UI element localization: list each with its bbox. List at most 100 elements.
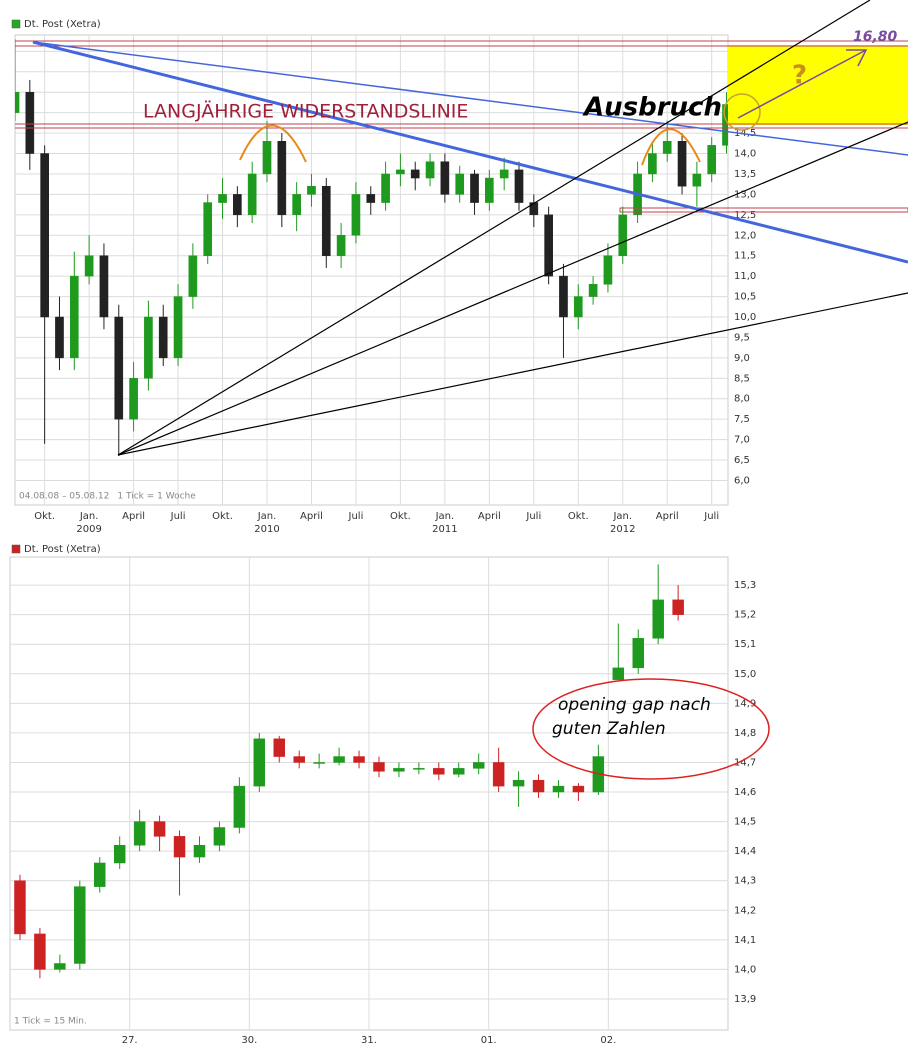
candle-body (410, 169, 420, 179)
candle-body (114, 316, 124, 420)
x-tick-label: Okt. (568, 511, 589, 522)
x-tick-label: Okt. (390, 511, 411, 522)
annotation: ? (792, 61, 807, 91)
candle-body (313, 762, 325, 764)
candle-body (472, 762, 485, 769)
candles (15, 39, 728, 456)
candle-body (353, 756, 365, 763)
target-zone (728, 45, 908, 125)
top-arcs (239, 124, 701, 166)
date-range: 04.08.08 – 05.08.12 (19, 492, 109, 502)
resistance-bands (15, 40, 908, 213)
annotation: Ausbruch (582, 93, 722, 123)
candle-body (25, 91, 35, 154)
y-tick-label: 15,1 (734, 639, 756, 650)
candle-body (514, 169, 524, 203)
x-year-label: 2012 (610, 524, 635, 535)
annotation: 16,80 (853, 29, 898, 45)
y-tick-label: 14,5 (734, 817, 756, 828)
candle-body (603, 255, 613, 285)
x-tick-label: Okt. (212, 511, 233, 522)
y-tick-label: 14,0 (734, 149, 756, 160)
candle-body (612, 667, 625, 680)
trend-line (32, 40, 908, 264)
candle-body (34, 933, 46, 970)
annotation: opening gap nach (558, 695, 711, 715)
y-tick-label: 14,2 (734, 905, 756, 916)
y-tick-label: 14,8 (734, 728, 756, 739)
candle-body (133, 821, 146, 846)
y-tick-label: 14,4 (734, 846, 756, 857)
candle-body (433, 768, 445, 775)
candle-body (672, 599, 684, 615)
fan-lines (117, 0, 908, 456)
candle-body (336, 235, 346, 256)
panel-bottom: Dt. Post (Xetra) 13,9 14,0 14,1 14,2 14,3 14,4… (9, 544, 756, 1046)
candle-body (293, 756, 305, 763)
x-tick-label: Juli (170, 511, 186, 522)
candle-body (373, 762, 385, 772)
y-tick-label: 13,5 (734, 169, 756, 180)
tick-note: 1 Tick = 15 Min. (14, 1017, 87, 1027)
y-tick-label: 14,0 (734, 964, 756, 975)
title-marker (11, 19, 21, 29)
candle-body (455, 173, 465, 195)
candle-body (247, 173, 257, 216)
candle-body (532, 779, 545, 793)
x-tick-label: Jan. (79, 511, 99, 522)
y-tick-label: 11,5 (734, 251, 756, 262)
candle-body (413, 768, 425, 770)
candle-body (662, 141, 672, 154)
x-tick-label: Jan. (435, 511, 455, 522)
candle-body (440, 161, 450, 195)
candle-body (333, 756, 345, 763)
candle-body (262, 141, 272, 175)
candle-body (273, 738, 285, 757)
x-tick-label: Jan. (257, 511, 277, 522)
panel-top: Dt. Post (Xetra) 6,0 6,5 7,0 7,5 8,0 8,5 9,0 9,5… (11, 19, 756, 535)
chart-title: Dt. Post (Xetra) (24, 544, 101, 555)
x-tick-label: Juli (703, 511, 719, 522)
y-tick-label: 12,0 (734, 230, 756, 241)
candle-body (544, 214, 553, 277)
y-tick-label: 6,5 (734, 455, 750, 466)
x-tick-label: April (656, 511, 679, 522)
x-tick-label: April (122, 511, 145, 522)
candle-body (470, 173, 479, 203)
gap-ellipse (532, 678, 770, 780)
candle-body (94, 862, 106, 887)
y-tick-label: 14,1 (734, 935, 756, 946)
y-tick-label: 6,0 (734, 475, 750, 486)
candle-body (512, 779, 525, 787)
candle-body (351, 194, 361, 236)
candle-body (707, 145, 717, 175)
y-tick-label: 9,5 (734, 332, 750, 343)
candle-body (99, 255, 109, 318)
breakout-circle (723, 93, 761, 131)
annotation: LANGJÄHRIGE WIDERSTANDSLINIE (143, 100, 468, 123)
candle-body (193, 844, 206, 858)
y-tick-label: 10,0 (734, 312, 756, 323)
candle-body (54, 963, 66, 970)
candle-body (572, 785, 585, 793)
candle-body (144, 316, 153, 379)
candle-body (129, 378, 138, 420)
y-tick-label: 14,7 (734, 757, 756, 768)
candle-body (529, 202, 539, 216)
candle-body (14, 880, 26, 935)
candle-body (618, 214, 628, 256)
y-tick-label: 7,0 (734, 435, 750, 446)
y-tick-label: 8,5 (734, 373, 750, 384)
trend-line (32, 41, 908, 156)
candle-body (84, 255, 94, 277)
x-year-label: 2009 (76, 524, 101, 535)
candle-body (648, 153, 657, 175)
candle-body (55, 316, 64, 359)
candle-body (499, 169, 509, 179)
target-arrow (737, 49, 868, 119)
y-tick-label: 10,5 (734, 292, 756, 303)
candle-body (396, 169, 405, 175)
candle-body (492, 762, 505, 787)
x-tick-label: 27. (122, 1035, 138, 1046)
